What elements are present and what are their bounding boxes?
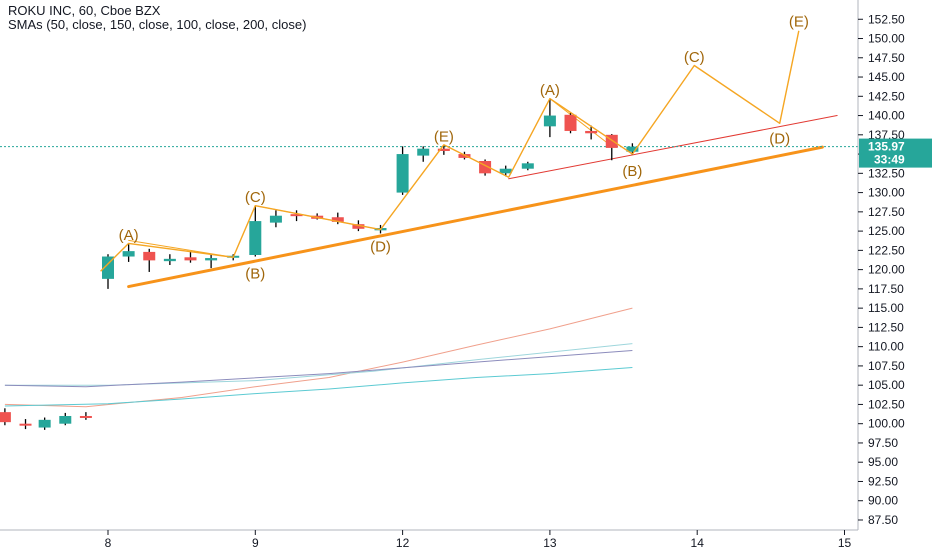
candle-body-30 [626, 146, 639, 152]
wave-label-7: (B) [622, 163, 642, 180]
plot-area[interactable] [0, 0, 858, 530]
y-tick-label: 87.50 [868, 513, 898, 527]
y-tick-label: 122.50 [868, 243, 905, 257]
y-tick-label: 92.50 [868, 474, 898, 488]
chart-legend-title: ROKU INC, 60, Cboe BZX [8, 3, 161, 18]
wave-label-6: (A) [540, 82, 560, 99]
sma-line-1 [4, 307, 633, 408]
wave-label-8: (C) [684, 49, 705, 66]
candle-body-1 [19, 423, 32, 426]
last-price-badge [859, 138, 932, 168]
x-tick-label: 15 [838, 536, 852, 550]
candle-body-13 [269, 215, 282, 223]
wave-label-3: (C) [245, 189, 266, 206]
wave-label-9: (D) [769, 131, 790, 148]
y-tick-label: 145.00 [868, 70, 905, 84]
candle-body-12 [249, 221, 262, 255]
candle-body-5 [102, 256, 114, 279]
candle-body-28 [585, 130, 598, 134]
candle-body-26 [543, 115, 556, 127]
y-tick-label: 105.00 [868, 378, 905, 392]
x-tick-label: 12 [396, 536, 410, 550]
trendline-5 [549, 98, 613, 147]
y-tick-label: 95.00 [868, 455, 898, 469]
last-price-value: 135.97 [868, 140, 905, 154]
y-tick-label: 125.00 [868, 224, 905, 238]
wave-label-5: (E) [434, 128, 454, 145]
chart-legend-smas: SMAs (50, close, 150, close, 100, close,… [8, 17, 307, 32]
candle-body-27 [564, 114, 577, 131]
y-tick-label: 117.50 [868, 282, 904, 296]
candle-body-25 [521, 163, 534, 169]
x-tick-label: 8 [105, 536, 112, 550]
y-tick-label: 110.00 [868, 340, 904, 354]
y-tick-label: 102.50 [868, 397, 905, 411]
candle-body-22 [458, 154, 471, 158]
sma-line-2 [4, 343, 633, 386]
candle-body-21 [437, 148, 450, 151]
wave-label-10: (E) [789, 14, 809, 31]
candle-body-16 [331, 217, 344, 222]
wave-label-2: (B) [245, 265, 265, 282]
y-tick-label: 147.50 [868, 51, 905, 65]
y-tick-label: 90.00 [868, 494, 898, 508]
candle-body-2 [38, 419, 51, 428]
y-tick-label: 112.50 [868, 320, 904, 334]
y-tick-label: 100.00 [868, 417, 905, 431]
trendline-2 [508, 115, 838, 180]
candle-body-19 [396, 154, 409, 193]
y-tick-label: 152.50 [868, 12, 905, 26]
candle-body-17 [352, 224, 365, 229]
wave-label-1: (A) [119, 227, 139, 244]
candle-body-24 [499, 168, 512, 174]
bar-countdown: 33:49 [874, 153, 905, 167]
candle-body-20 [417, 148, 430, 156]
y-tick-label: 97.50 [868, 436, 898, 450]
y-tick-label: 137.50 [868, 128, 905, 142]
price-axis[interactable] [858, 0, 932, 550]
y-tick-label: 130.00 [868, 186, 905, 200]
candle-body-8 [163, 258, 176, 262]
wave-label-4: (D) [370, 239, 391, 256]
candle-body-3 [59, 415, 72, 424]
candle-body-14 [290, 214, 303, 217]
candle-body-4 [79, 415, 92, 418]
y-tick-label: 142.50 [868, 89, 905, 103]
x-tick-label: 13 [543, 536, 557, 550]
x-tick-label: 9 [252, 536, 259, 550]
y-tick-label: 120.00 [868, 263, 905, 277]
candle-body-0 [0, 412, 11, 423]
x-tick-label: 14 [691, 536, 705, 550]
y-tick-label: 132.50 [868, 166, 905, 180]
candle-body-9 [184, 257, 197, 261]
y-tick-label: 150.00 [868, 32, 905, 46]
y-tick-label: 127.50 [868, 205, 905, 219]
candle-body-10 [205, 258, 218, 261]
y-tick-label: 107.50 [868, 359, 905, 373]
candle-body-7 [143, 251, 156, 261]
y-tick-label: 115.00 [868, 301, 904, 315]
sma-line-3 [4, 350, 633, 388]
trendline-1 [127, 145, 824, 289]
elliott-wave-path [100, 30, 800, 272]
candle-body-6 [122, 251, 135, 257]
y-tick-label: 140.00 [868, 109, 905, 123]
sma-line-4 [4, 367, 633, 407]
